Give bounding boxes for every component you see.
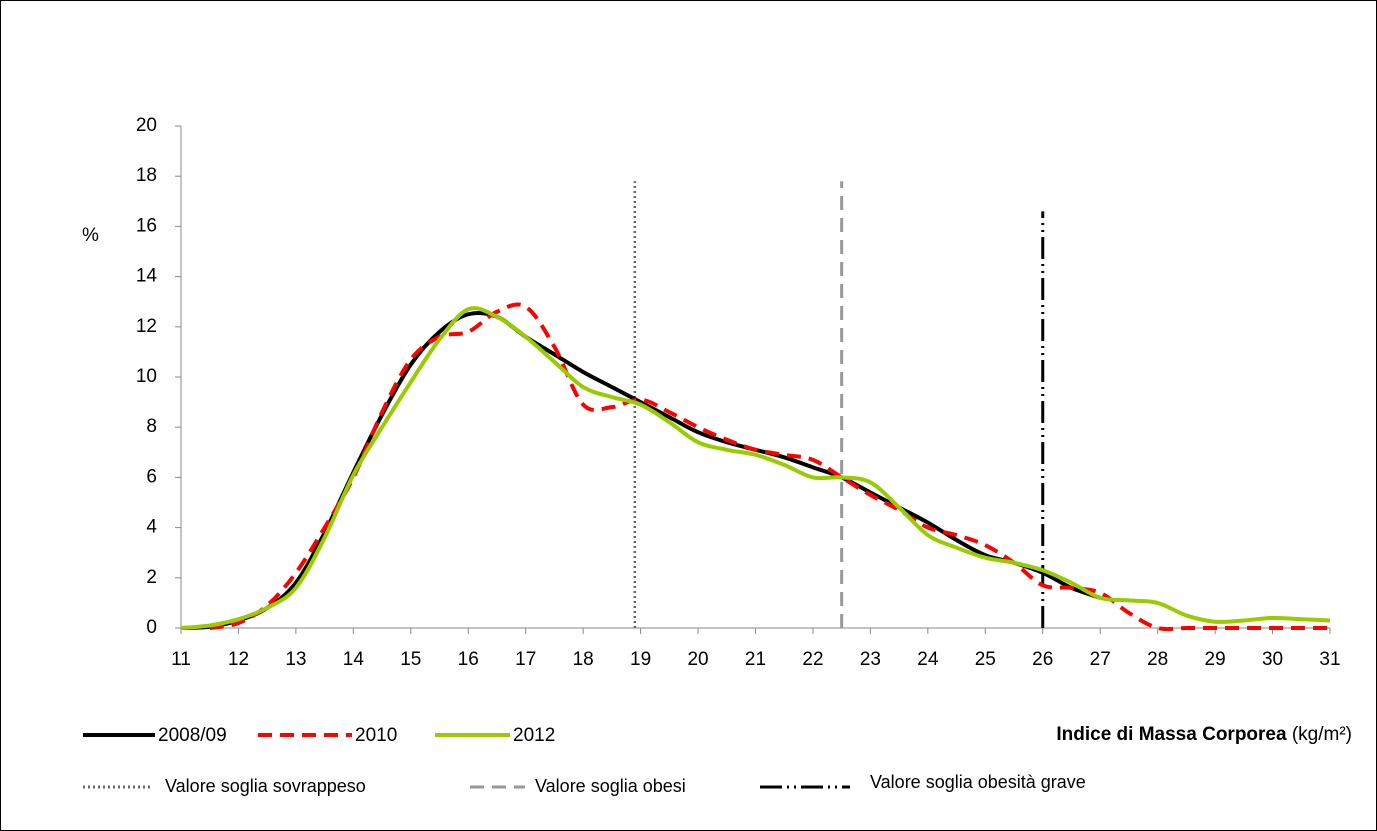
y-tick-label: 16 bbox=[136, 215, 157, 236]
x-tick-label: 31 bbox=[1319, 649, 1340, 670]
x-tick-label: 24 bbox=[917, 649, 939, 670]
x-tick-label: 18 bbox=[573, 649, 594, 670]
y-tick-label: 20 bbox=[136, 115, 157, 136]
x-tick-label: 20 bbox=[687, 649, 708, 670]
y-tick-label: 10 bbox=[136, 366, 157, 387]
y-tick-label: 14 bbox=[136, 266, 158, 287]
x-axis-label: Indice di Massa Corporea (kg/m²) bbox=[1056, 724, 1352, 745]
series-line bbox=[180, 306, 1331, 630]
x-tick-label: 21 bbox=[745, 649, 766, 670]
legend-label: Valore soglia obesità grave bbox=[870, 772, 1086, 792]
x-tick-label: 22 bbox=[802, 649, 823, 670]
x-tick-label: 14 bbox=[343, 649, 365, 670]
legend-label: 2010 bbox=[355, 725, 397, 746]
x-tick-label: 29 bbox=[1205, 649, 1226, 670]
y-tick-label: 2 bbox=[146, 567, 157, 588]
y-tick-label: 0 bbox=[146, 617, 157, 638]
x-tick-label: 28 bbox=[1147, 649, 1168, 670]
x-tick-label: 11 bbox=[171, 649, 191, 670]
x-tick-label: 30 bbox=[1262, 649, 1283, 670]
legend-label: 2008/09 bbox=[158, 725, 227, 746]
x-axis-unit: (kg/m²) bbox=[1292, 724, 1352, 745]
y-tick-label: 12 bbox=[136, 316, 157, 337]
legend-label: Valore soglia sovrappeso bbox=[165, 776, 366, 796]
x-tick-label: 12 bbox=[228, 649, 249, 670]
series-line bbox=[209, 302, 1330, 632]
x-tick-label: 23 bbox=[860, 649, 881, 670]
legend-label: 2012 bbox=[513, 725, 555, 746]
x-tick-label: 17 bbox=[515, 649, 536, 670]
x-tick-label: 13 bbox=[285, 649, 306, 670]
y-tick-label: 4 bbox=[146, 517, 157, 538]
x-tick-label: 27 bbox=[1090, 649, 1111, 670]
y-axis-label: % bbox=[82, 225, 99, 246]
x-tick-label: 16 bbox=[458, 649, 479, 670]
legend-label: Valore soglia obesi bbox=[535, 776, 686, 796]
x-tick-label: 25 bbox=[975, 649, 996, 670]
x-tick-label: 26 bbox=[1032, 649, 1053, 670]
x-tick-label: 19 bbox=[630, 649, 651, 670]
x-axis-title: Indice di Massa Corporea bbox=[1056, 724, 1287, 745]
x-tick-label: 15 bbox=[400, 649, 421, 670]
y-tick-label: 6 bbox=[146, 466, 157, 487]
y-tick-label: 8 bbox=[146, 416, 157, 437]
y-tick-label: 18 bbox=[136, 165, 157, 186]
